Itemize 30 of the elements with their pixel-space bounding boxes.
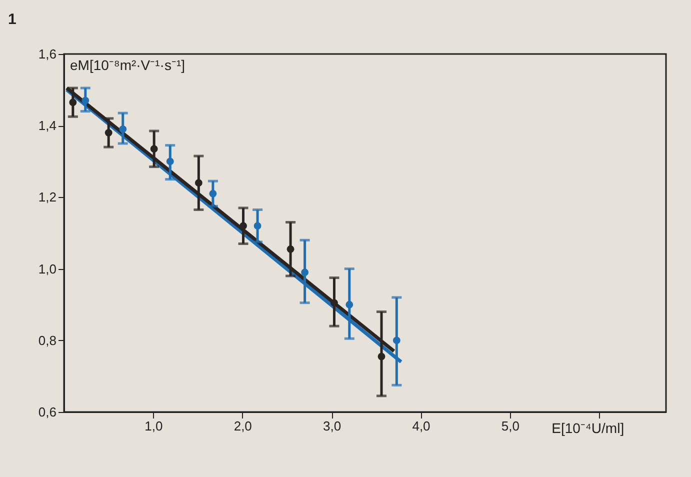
point bbox=[150, 145, 158, 153]
point bbox=[209, 190, 217, 198]
point bbox=[240, 222, 247, 230]
point bbox=[82, 96, 90, 104]
y-tick-label: 0,6 bbox=[38, 404, 56, 420]
point bbox=[301, 268, 309, 276]
point bbox=[254, 222, 262, 230]
point bbox=[392, 336, 400, 344]
text: 1 bbox=[8, 11, 16, 28]
x-axis-title: E[10⁻⁴U/ml] bbox=[552, 420, 624, 436]
y-tick-label: 1,4 bbox=[38, 118, 56, 134]
x-tick-label: 4,0 bbox=[412, 418, 430, 434]
y-tick-label: 0,8 bbox=[38, 332, 56, 348]
point bbox=[166, 158, 174, 166]
x-tick-label: 2,0 bbox=[234, 418, 252, 434]
point bbox=[346, 300, 354, 308]
x-tick-label: 1,0 bbox=[144, 418, 163, 434]
point bbox=[330, 299, 338, 307]
point bbox=[286, 245, 294, 253]
y-tick-label: 1,0 bbox=[38, 261, 56, 276]
x-tick-label: 5,0 bbox=[501, 418, 520, 434]
point bbox=[104, 129, 112, 136]
point bbox=[378, 352, 386, 360]
y-tick-label: 1,6 bbox=[38, 46, 56, 62]
x-tick-label: 3,0 bbox=[323, 418, 342, 434]
point bbox=[69, 98, 77, 106]
point bbox=[194, 179, 202, 187]
point bbox=[119, 125, 127, 133]
y-tick-label: 1,2 bbox=[38, 190, 56, 205]
y-axis-title: eM[10⁻⁸m²·V⁻¹·s⁻¹] bbox=[70, 57, 186, 73]
